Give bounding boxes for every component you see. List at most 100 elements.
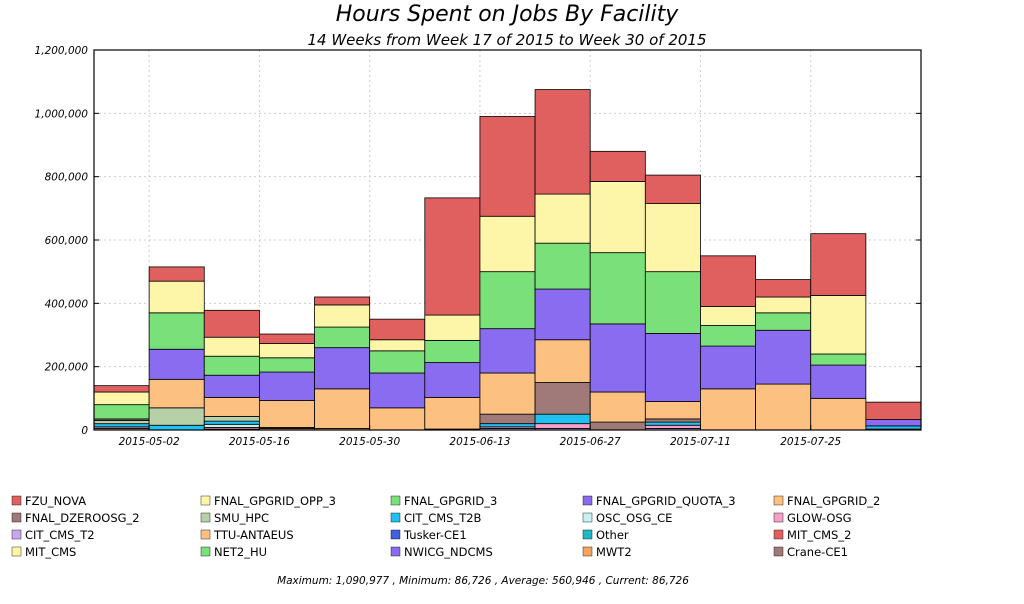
bar-segment [369, 350, 426, 374]
bar-segment [93, 423, 150, 428]
bar-segment [93, 385, 150, 393]
bar-segment [424, 314, 481, 341]
legend-label: MIT_CMS [25, 545, 76, 559]
legend-label: FNAL_GPGRID_QUOTA_3 [596, 494, 736, 508]
legend-swatch [773, 512, 784, 523]
y-tick-label: 400,000 [45, 298, 89, 310]
legend-swatch [773, 546, 784, 557]
bar-segment [534, 423, 591, 429]
bar-segment [203, 420, 260, 425]
bar-segment [865, 425, 922, 430]
legend-label: GLOW-OSG [787, 511, 852, 525]
bar-segment [534, 288, 591, 341]
bar-segment [589, 391, 646, 423]
bar-segment [314, 347, 371, 390]
bar-segment [534, 382, 591, 415]
bar-segment [755, 329, 812, 385]
legend-swatch [200, 495, 211, 506]
bar-segment [589, 323, 646, 393]
bar-segment [203, 396, 260, 417]
y-tick-label: 200,000 [45, 362, 89, 374]
bar-segment [479, 372, 536, 415]
bar-segment [644, 271, 701, 334]
x-axis: 2015-05-02 2015-05-16 2015-05-30 2015-06-13… [119, 425, 842, 448]
bar-segment [534, 89, 591, 195]
bar-segment [644, 421, 701, 426]
bar-segment [700, 345, 757, 390]
legend-swatch [390, 512, 401, 523]
legend-swatch [390, 546, 401, 557]
bar-segment [93, 391, 150, 406]
bar-segment [93, 404, 150, 420]
chart-footer-stats: Maximum: 1,090,977 , Minimum: 86,726 , A… [277, 575, 689, 587]
bar-segment [93, 420, 150, 425]
legend-swatch [200, 512, 211, 523]
bar-segment [479, 215, 536, 273]
legend-swatch [773, 495, 784, 506]
y-tick-label: 800,000 [45, 172, 89, 184]
bar-segment [203, 415, 260, 422]
legend-swatch [11, 529, 22, 540]
bar-segment [534, 193, 591, 244]
bar-segment [700, 306, 757, 326]
y-tick-label: 0 [81, 425, 88, 437]
x-tick-label: 2015-06-27 [560, 436, 621, 448]
legend-swatch [582, 529, 593, 540]
bar-segment [755, 383, 812, 431]
y-tick-label: 1,200,000 [35, 45, 89, 57]
bar-segment [810, 397, 867, 431]
bar-segment [589, 252, 646, 325]
legend-label: FNAL_GPGRID_OPP_3 [214, 494, 336, 508]
bar-segment [700, 325, 757, 347]
legend-label: FNAL_GPGRID_2 [787, 494, 880, 508]
bar-segment [810, 295, 867, 355]
bar-segment [755, 296, 812, 314]
legend-swatch [11, 512, 22, 523]
y-tick-label: 600,000 [45, 235, 89, 247]
bar-segment [810, 364, 867, 399]
x-tick-label: 2015-06-13 [449, 436, 510, 448]
bar-segment [258, 343, 315, 359]
bar-segment [258, 333, 315, 344]
legend-swatch [200, 546, 211, 557]
legend-label: Other [596, 528, 629, 542]
legend-swatch [11, 546, 22, 557]
bar-segment [700, 388, 757, 431]
bar-segment [203, 336, 260, 357]
bar-segment [369, 339, 426, 352]
bar-segment [589, 150, 646, 182]
bar-segment [534, 339, 591, 383]
bar-segment [258, 400, 315, 428]
legend-swatch [582, 495, 593, 506]
bar-segment [755, 312, 812, 331]
legend-label: SMU_HPC [214, 511, 269, 525]
bar-segment [810, 233, 867, 296]
bar-segment [203, 423, 260, 428]
legend-label: NWICG_NDCMS [404, 545, 493, 559]
bar-segment [644, 203, 701, 273]
bar-segment [148, 348, 205, 380]
bar-segment [479, 271, 536, 330]
legend-label: Tusker-CE1 [403, 528, 467, 542]
bar-segment [644, 401, 701, 420]
bar-segment [644, 333, 701, 402]
bar-segment [865, 419, 922, 427]
legend-swatch [582, 546, 593, 557]
legend-label: TTU-ANTAEUS [213, 528, 294, 542]
x-tick-label: 2015-05-16 [229, 436, 290, 448]
bar-segment [644, 424, 701, 429]
bar-segment [589, 421, 646, 431]
y-axis: 0 200,000 400,000 600,000 800,000 1,000,000 1,… [35, 45, 921, 437]
legend-label: CIT_CMS_T2 [25, 528, 95, 542]
bar-segment [203, 355, 260, 376]
legend-label: CIT_CMS_T2B [404, 511, 482, 525]
chart-title: Hours Spent on Jobs By Facility [336, 2, 680, 27]
bar-segment [369, 372, 426, 409]
bar-segment [479, 413, 536, 425]
legend-label: NET2_HU [214, 545, 267, 559]
legend-swatch [390, 529, 401, 540]
legend-swatch [582, 512, 593, 523]
chart-subtitle: 14 Weeks from Week 17 of 2015 to Week 30… [307, 31, 706, 49]
legend-swatch [390, 495, 401, 506]
bar-segment [258, 371, 315, 401]
